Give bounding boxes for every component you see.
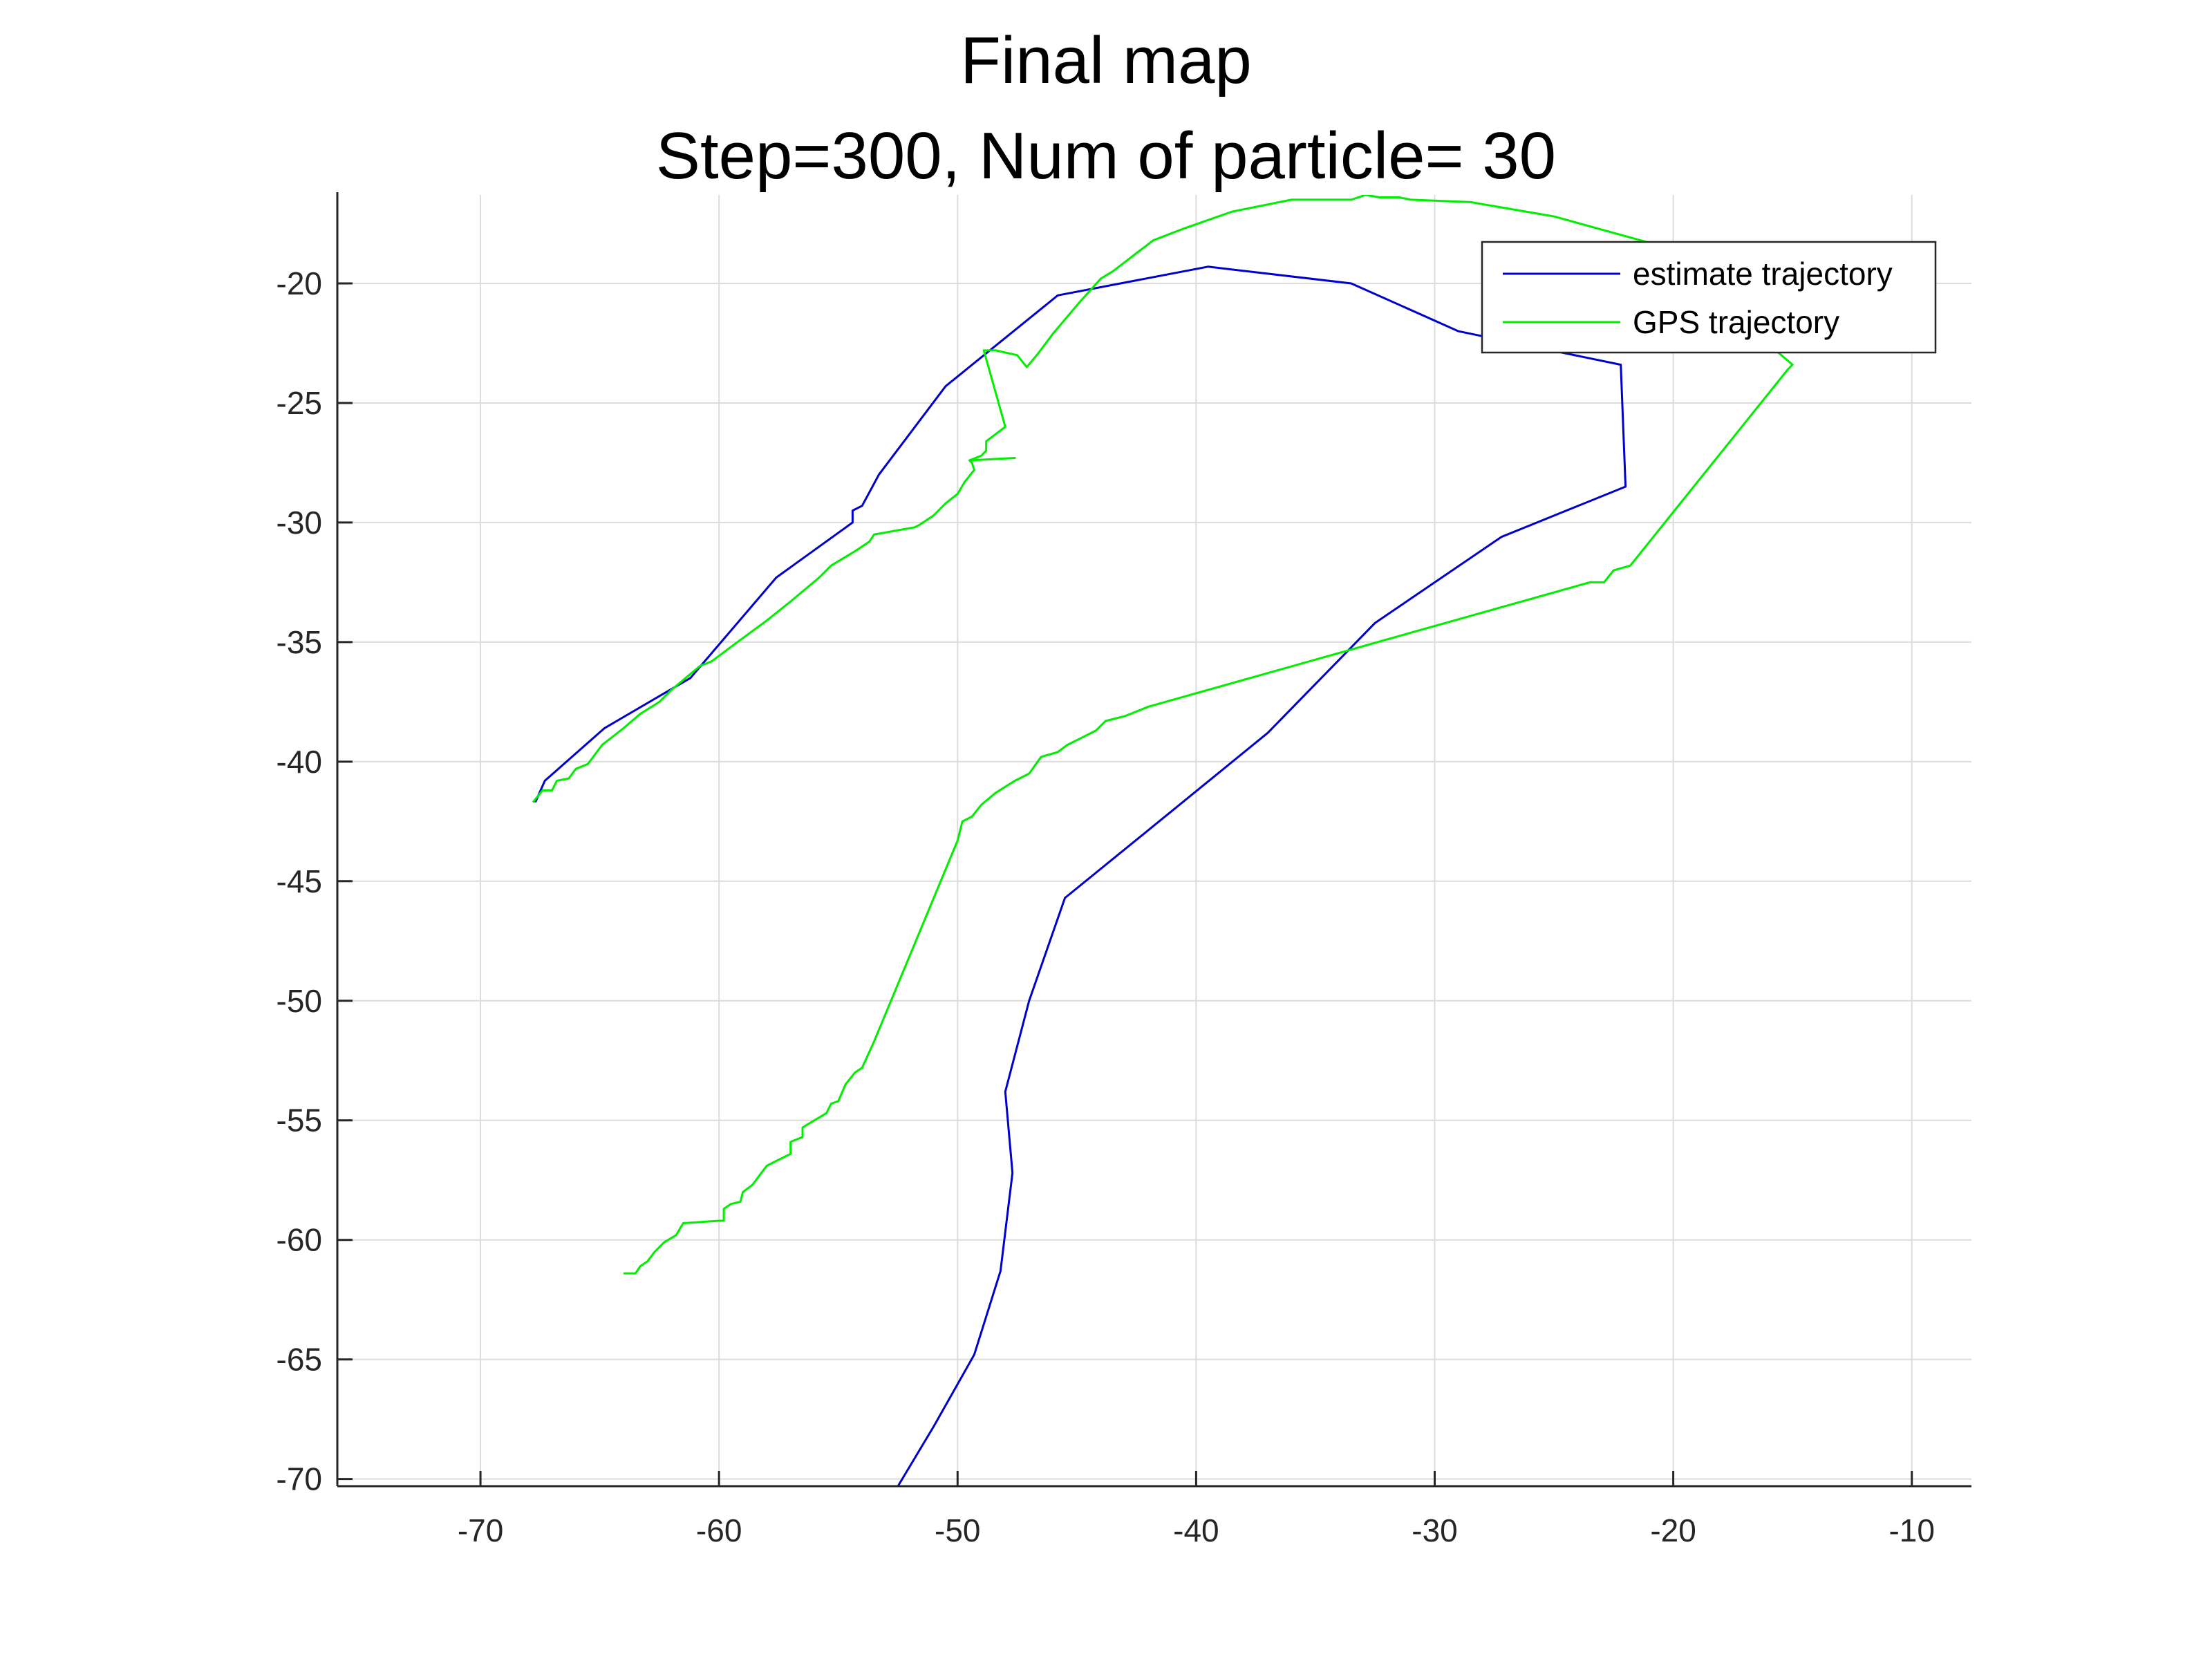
legend-label-gps: GPS trajectory xyxy=(1633,304,1839,340)
y-tick-label: -20 xyxy=(276,265,322,301)
y-tick-label: -25 xyxy=(276,385,322,421)
chart-subtitle: Step=300, Num of particle= 30 xyxy=(655,119,1557,193)
y-tick-label: -60 xyxy=(276,1222,322,1258)
legend-box xyxy=(1481,241,1937,354)
grid-lines xyxy=(337,195,1971,1486)
y-tick-label: -50 xyxy=(276,983,322,1019)
x-tick-label: -70 xyxy=(458,1512,503,1548)
x-tick-label: -10 xyxy=(1888,1512,1934,1548)
chart-title: Final map xyxy=(960,24,1252,97)
series-line-gps xyxy=(532,195,1794,1275)
legend-label-estimate: estimate trajectory xyxy=(1633,256,1893,292)
legend: estimate trajectory GPS trajectory xyxy=(1481,241,1937,354)
x-tick-label: -60 xyxy=(696,1512,742,1548)
x-tick-label: -30 xyxy=(1412,1512,1457,1548)
y-tick-label: -35 xyxy=(276,624,322,660)
y-tick-label: -70 xyxy=(276,1461,322,1497)
x-tick-label: -50 xyxy=(935,1512,980,1548)
series-line-estimate xyxy=(534,265,1627,1486)
series-layer xyxy=(532,195,1794,1486)
y-tick-label: -65 xyxy=(276,1342,322,1378)
x-tick-label: -40 xyxy=(1173,1512,1219,1548)
x-tick-label: -20 xyxy=(1650,1512,1696,1548)
y-tick-label: -30 xyxy=(276,505,322,541)
y-tick-label: -45 xyxy=(276,863,322,899)
y-tick-label: -55 xyxy=(276,1103,322,1138)
y-tick-label: -40 xyxy=(276,744,322,780)
axes: -70 -60 -50 -40 -30 -20 -10 -20 -25 -30 -35 -40 -45 -… xyxy=(276,192,1971,1548)
